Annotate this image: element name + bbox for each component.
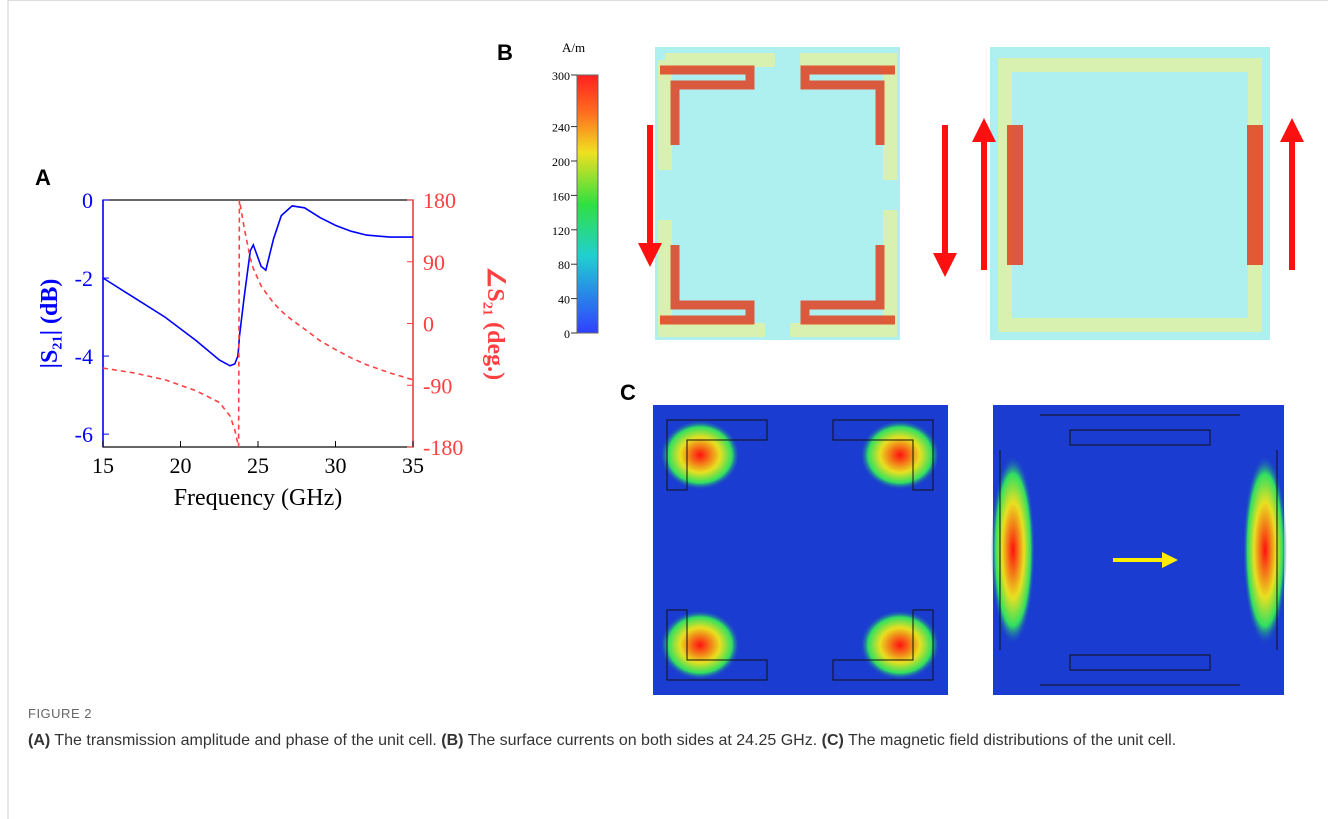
colorbar-tick-label: 160 — [552, 189, 570, 203]
colorbar — [576, 74, 599, 334]
y-tick-label: -4 — [75, 344, 93, 369]
caption-label: (A) — [28, 732, 51, 749]
data-line — [102, 199, 414, 448]
y-tick-label: -6 — [75, 422, 93, 447]
colorbar-tick-label: 240 — [552, 121, 570, 135]
panel-label: C — [620, 380, 636, 405]
caption-label: (B) — [441, 732, 464, 749]
colorbar-unit: A/m — [562, 40, 585, 55]
caption-text: The surface currents on both sides at 24… — [463, 732, 822, 749]
colorbar-tick-label: 120 — [552, 224, 570, 238]
y-tick-label: -2 — [75, 266, 93, 291]
caption: (A) The transmission amplitude and phase… — [28, 728, 1308, 753]
y2-axis-label: ∠S₂₁ (deg.) — [482, 267, 508, 380]
field-hotspot — [660, 420, 740, 490]
substrate — [655, 47, 900, 340]
substrate — [990, 47, 1270, 340]
colorbar-tick-label: 80 — [558, 258, 570, 272]
resonator-outline — [999, 414, 1278, 686]
field-hotspot — [860, 610, 940, 680]
data-line — [102, 205, 413, 367]
x-tick-label: 15 — [92, 453, 114, 478]
y2-tick-label: 0 — [423, 312, 434, 337]
field-hotspot — [660, 610, 740, 680]
y-tick-label: 0 — [82, 188, 93, 213]
colorbar-tick-label: 300 — [552, 69, 570, 83]
y-axis-label: |S₂₁| (dB) — [37, 279, 63, 369]
panel-label: A — [35, 165, 51, 190]
panel-label: B — [497, 40, 513, 65]
caption-label: (C) — [821, 732, 844, 749]
figure-number: FIGURE 2 — [28, 706, 92, 721]
plot-frame — [102, 199, 414, 448]
field-plot — [653, 405, 1287, 695]
x-axis-label: Frequency (GHz) — [174, 485, 343, 511]
metal-strip — [998, 58, 1262, 332]
y2-tick-label: 180 — [423, 188, 456, 213]
colorbar-tick-label: 200 — [552, 155, 570, 169]
y2-tick-label: 90 — [423, 250, 445, 275]
field-hotspot — [991, 455, 1035, 645]
current-arrows — [660, 65, 895, 325]
caption-text: The transmission amplitude and phase of … — [50, 732, 442, 749]
field-background — [993, 405, 1284, 695]
x-tick-label: 20 — [170, 453, 192, 478]
y2-tick-label: -90 — [423, 373, 452, 398]
x-tick-label: 25 — [247, 453, 269, 478]
metal-strip — [658, 53, 897, 337]
caption-text: The magnetic field distributions of the … — [843, 732, 1177, 749]
resonator-outline — [666, 419, 934, 681]
colorbar-tick-label: 40 — [558, 293, 570, 307]
y2-tick-label: -180 — [423, 435, 463, 460]
current-plot — [638, 47, 1304, 340]
x-tick-label: 30 — [325, 453, 347, 478]
field-hotspot — [1243, 455, 1287, 645]
x-tick-label: 35 — [402, 453, 424, 478]
current-arrows — [1007, 125, 1263, 265]
field-hotspot — [860, 420, 940, 490]
colorbar-tick-label: 0 — [564, 327, 570, 341]
